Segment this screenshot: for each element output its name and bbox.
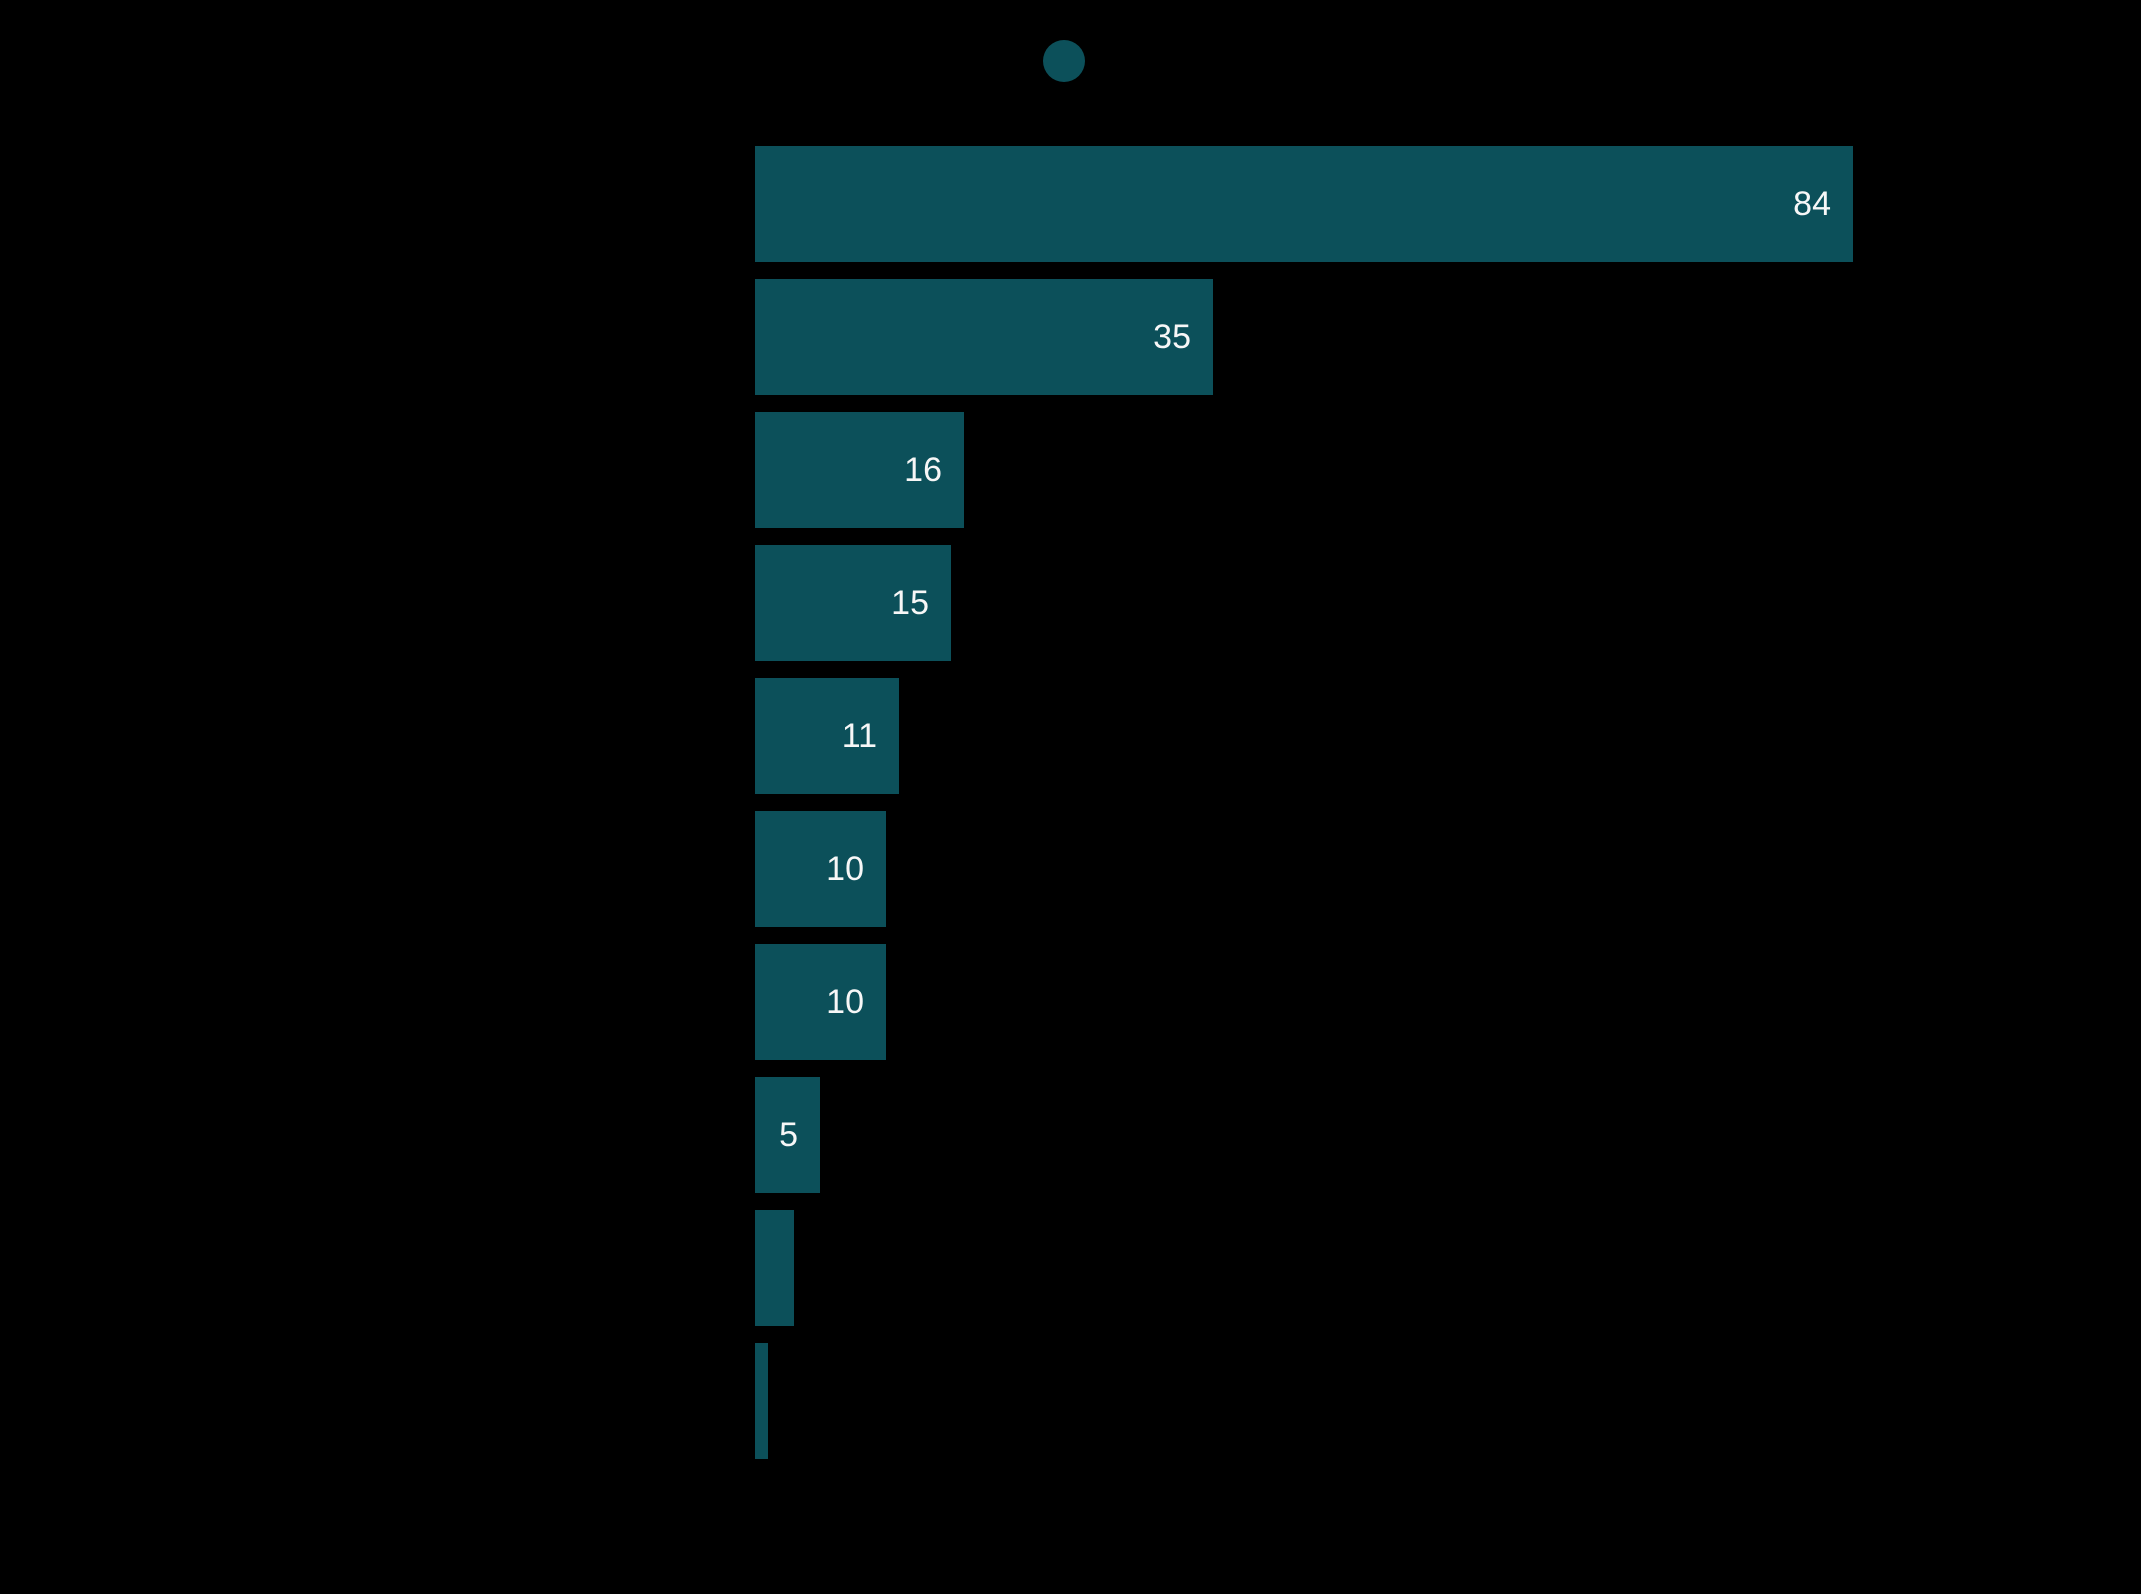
bar-value-label: 84	[1793, 184, 1831, 223]
bar	[755, 1343, 768, 1459]
bar: 16	[755, 412, 964, 528]
bar: 5	[755, 1077, 820, 1193]
bar-value-label: 35	[1153, 317, 1191, 356]
bar: 10	[755, 811, 886, 927]
bar-row: 5	[755, 1077, 1853, 1193]
chart-legend	[0, 40, 2141, 82]
bar: 35	[755, 279, 1213, 395]
bar: 15	[755, 545, 951, 661]
bar-row: 16	[755, 412, 1853, 528]
bar: 11	[755, 678, 899, 794]
bar-value-label: 11	[841, 716, 877, 755]
bar-value-label: 5	[779, 1115, 798, 1154]
bar-row: 10	[755, 811, 1853, 927]
bar-row: 35	[755, 279, 1853, 395]
bar-value-label: 10	[826, 982, 864, 1021]
bar-row: 10	[755, 944, 1853, 1060]
bar-row: 11	[755, 678, 1853, 794]
legend-marker-icon	[1042, 40, 1085, 82]
bar: 10	[755, 944, 886, 1060]
bar-row: 84	[755, 146, 1853, 262]
bar-row: 15	[755, 545, 1853, 661]
bar: 84	[755, 146, 1853, 262]
bar-row	[755, 1343, 1853, 1459]
bar-value-label: 10	[826, 849, 864, 888]
bar-row	[755, 1210, 1853, 1326]
bar	[755, 1210, 794, 1326]
bar-value-label: 15	[891, 583, 929, 622]
bar-plot: 84 35 16 15 11 10 10 5	[755, 146, 1853, 1476]
bar-value-label: 16	[904, 450, 942, 489]
